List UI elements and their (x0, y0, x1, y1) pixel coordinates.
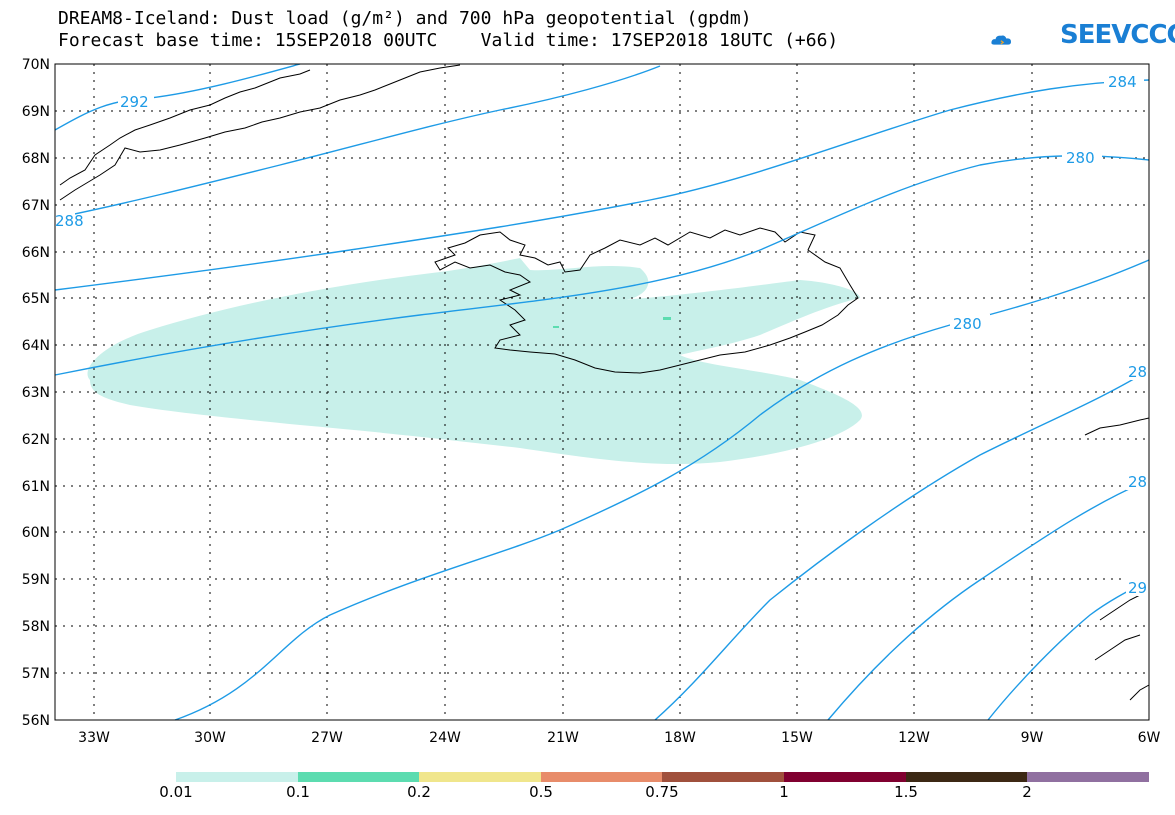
lat-label: 67N (22, 198, 50, 214)
colorbar-swatch (906, 772, 1027, 782)
colorbar-swatch (541, 772, 662, 782)
colorbar-label: 2 (1022, 783, 1032, 801)
lon-label: 6W (1138, 730, 1161, 746)
colorbar-label: 1 (779, 783, 789, 801)
colorbar-swatch (1027, 772, 1149, 782)
lat-label: 68N (22, 151, 50, 167)
contour-label: 28 (1128, 363, 1147, 381)
lat-label: 64N (22, 338, 50, 354)
lon-label: 27W (311, 730, 343, 746)
map-subtitle: Forecast base time: 15SEP2018 00UTC Vali… (58, 30, 839, 51)
map-title: DREAM8-Iceland: Dust load (g/m²) and 700… (58, 8, 752, 29)
contour-line (54, 63, 301, 131)
contour-label: 292 (120, 93, 149, 111)
contour-label: 280 (953, 315, 982, 333)
colorbar-label: 1.5 (894, 783, 918, 801)
scotland-coastline (1084, 417, 1150, 701)
colorbar-swatch (784, 772, 906, 782)
contour-line (987, 579, 1150, 721)
lon-label: 9W (1021, 730, 1044, 746)
lon-label: 24W (429, 730, 461, 746)
colorbar-label: 0.2 (407, 783, 431, 801)
contour-label: 28 (1128, 473, 1147, 491)
lat-label: 62N (22, 432, 50, 448)
iceland-coastline (434, 227, 859, 374)
colorbar-swatch (176, 772, 298, 782)
greenland-coastline (59, 64, 461, 201)
contour-line (54, 65, 661, 219)
lat-label: 56N (22, 713, 50, 729)
lat-label: 63N (22, 385, 50, 401)
contour-label: 288 (55, 212, 84, 230)
coastlines (59, 64, 1150, 701)
dust-load-area (87, 258, 862, 465)
contour-line (54, 79, 1150, 291)
lat-label: 57N (22, 666, 50, 682)
contour-line (827, 479, 1150, 721)
lat-label: 61N (22, 479, 50, 495)
lon-label: 33W (78, 730, 110, 746)
lat-label: 66N (22, 245, 50, 261)
cloud-icon (991, 35, 1011, 45)
colorbar-label: 0.5 (529, 783, 553, 801)
colorbar-label: 0.75 (645, 783, 679, 801)
dust-load-spot (663, 317, 671, 320)
contour-line (654, 369, 1150, 721)
lat-label: 60N (22, 525, 50, 541)
colorbar-label: 0.01 (159, 783, 193, 801)
lat-label: 65N (22, 291, 50, 307)
lon-label: 30W (194, 730, 226, 746)
dust-load-spot (553, 326, 559, 328)
colorbar-label: 0.1 (286, 783, 310, 801)
lat-label: 58N (22, 619, 50, 635)
colorbar-swatch (298, 772, 419, 782)
lon-label: 12W (898, 730, 930, 746)
lon-label: 15W (781, 730, 813, 746)
lon-label: 18W (664, 730, 696, 746)
map-frame (54, 63, 1150, 721)
contour-label: 29 (1128, 579, 1147, 597)
map-grid (55, 64, 1149, 720)
contour-label: 284 (1108, 73, 1137, 91)
seevccc-logo: SEEVCCC (1060, 20, 1175, 50)
lat-label: 69N (22, 104, 50, 120)
contour-line (54, 155, 1150, 376)
colorbar-swatch (662, 772, 784, 782)
lat-label: 70N (22, 57, 50, 73)
contour-label: 280 (1066, 149, 1095, 167)
colorbar-swatch (419, 772, 541, 782)
lat-label: 59N (22, 572, 50, 588)
lon-label: 21W (547, 730, 579, 746)
